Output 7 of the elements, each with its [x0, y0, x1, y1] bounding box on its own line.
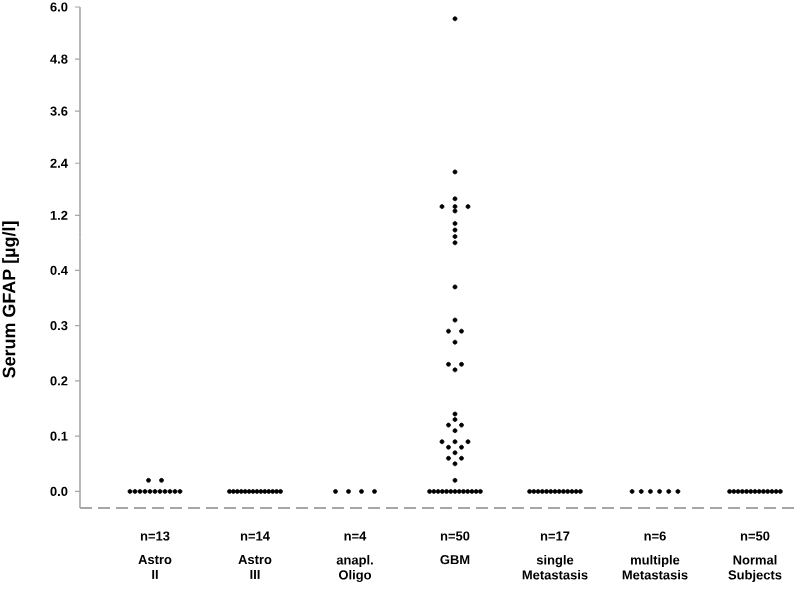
point — [452, 16, 458, 22]
point — [452, 169, 458, 175]
point — [452, 196, 458, 202]
y-axis-title: Serum GFAP [µg/l] — [2, 221, 19, 378]
point — [452, 227, 458, 233]
point — [452, 204, 458, 210]
point — [452, 208, 458, 214]
